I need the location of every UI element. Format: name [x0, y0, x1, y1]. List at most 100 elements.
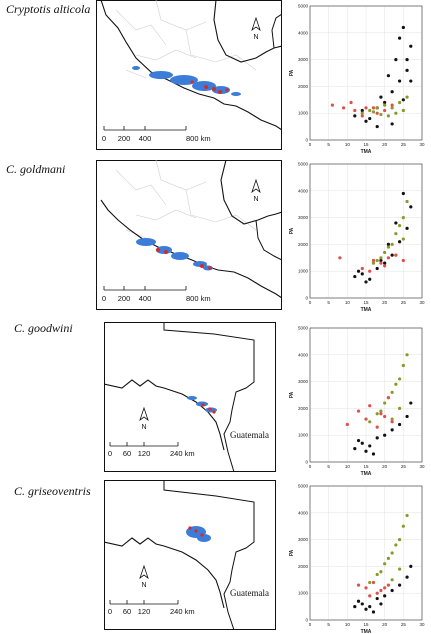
data-point [364, 586, 368, 590]
gulf-coast [220, 160, 282, 225]
data-point [330, 103, 334, 107]
x-tick-label: 5 [327, 142, 330, 147]
data-point [371, 610, 376, 614]
y-tick-label: 3000 [298, 379, 309, 384]
data-point [390, 106, 394, 110]
data-point [405, 199, 409, 204]
data-point [405, 58, 409, 62]
data-point [353, 605, 357, 609]
data-point [398, 79, 402, 83]
coastline [100, 199, 282, 299]
data-point [379, 112, 383, 117]
svg-text:800 km: 800 km [186, 294, 211, 303]
data-point [338, 256, 342, 260]
data-point [394, 382, 398, 386]
data-point [383, 264, 387, 268]
data-point [364, 607, 368, 611]
data-point [390, 417, 394, 421]
y-tick-label: 3000 [298, 215, 309, 220]
x-axis-label: TMA [361, 471, 372, 476]
data-point [383, 103, 387, 107]
country-label: Guatemala [230, 430, 269, 440]
svg-text:200: 200 [118, 134, 131, 143]
data-point [401, 524, 405, 528]
data-point [390, 242, 394, 246]
data-point [353, 447, 357, 451]
data-point [364, 449, 368, 453]
y-tick-label: 4000 [298, 510, 309, 515]
y-axis-label: PA [289, 549, 295, 556]
svg-text:N: N [253, 196, 258, 203]
data-point [379, 261, 383, 265]
country-label: Guatemala [230, 588, 269, 598]
y-axis-label: PA [289, 227, 295, 234]
data-point [375, 591, 379, 595]
data-point [356, 599, 361, 603]
data-point [353, 108, 357, 113]
data-point [379, 602, 383, 606]
data-point [368, 420, 372, 424]
data-point [386, 242, 390, 246]
y-tick-label: 5000 [298, 162, 309, 167]
data-point [368, 605, 372, 609]
data-point [401, 98, 405, 102]
data-point [368, 580, 372, 585]
data-point [390, 551, 394, 555]
data-point [390, 420, 394, 424]
x-tick-label: 20 [382, 464, 388, 469]
panel-row-3: C. goodwini N Guatemala [0, 318, 431, 476]
x-tick-label: 0 [309, 464, 312, 469]
climate-scatter: 0 5 10 15 20 25 30 0 1000 2000 3000 4000 5000 TMA PA [288, 324, 426, 477]
data-point [360, 266, 364, 271]
data-point [356, 269, 361, 273]
data-point [375, 258, 379, 263]
data-point [375, 596, 379, 601]
y-tick-label: 0 [305, 460, 308, 465]
data-point [356, 409, 361, 413]
data-point [383, 100, 387, 105]
data-point [383, 586, 387, 590]
occurrence-records [188, 526, 204, 537]
y-tick-label: 4000 [298, 352, 309, 357]
data-point [386, 245, 390, 249]
x-tick-label: 10 [345, 464, 351, 469]
north-arrow: N [139, 406, 149, 431]
occurrence-records [190, 80, 229, 94]
x-tick-label: 30 [419, 464, 425, 469]
distribution-map: N Guatemala 0 60 120 240 km [104, 480, 276, 630]
data-point [401, 363, 405, 368]
data-point [383, 433, 387, 437]
data-point [394, 232, 398, 236]
data-point [401, 216, 405, 220]
data-point [383, 261, 387, 265]
data-point [368, 116, 372, 121]
y-tick-label: 4000 [298, 188, 309, 193]
yucatan [271, 13, 282, 49]
y-tick-label: 1000 [298, 269, 309, 274]
data-point [390, 390, 394, 394]
scatter-plot: 0 5 10 15 20 25 30 0 1000 2000 3000 4000 5000 TMA PA [289, 4, 425, 155]
plot-frame [309, 327, 423, 463]
data-point [356, 438, 361, 443]
occurrence-records [156, 248, 212, 270]
svg-text:120: 120 [138, 607, 151, 616]
data-point [386, 583, 390, 587]
y-tick-label: 0 [305, 618, 308, 623]
data-point [379, 588, 383, 593]
y-tick-label: 5000 [298, 484, 309, 489]
data-point [398, 224, 402, 228]
scatter-plot: 0 5 10 15 20 25 30 0 1000 2000 3000 4000 5000 TMA PA [289, 484, 425, 634]
scatter-plot: 0 5 10 15 20 25 30 0 1000 2000 3000 4000 5000 TMA PA [289, 326, 425, 477]
data-point [405, 414, 409, 419]
y-tick-label: 4000 [298, 30, 309, 35]
y-tick-label: 2000 [298, 564, 309, 569]
x-tick-label: 0 [309, 142, 312, 147]
data-point [398, 100, 402, 105]
data-point [353, 274, 357, 279]
data-point [371, 580, 376, 585]
data-point [383, 594, 387, 598]
distribution-map: N 0 200 400 800 km [96, 160, 282, 310]
data-point [356, 583, 361, 587]
climate-scatter: 0 5 10 15 20 25 30 0 1000 2000 3000 4000 5000 TMA PA [288, 160, 426, 313]
y-tick-label: 2000 [298, 242, 309, 247]
